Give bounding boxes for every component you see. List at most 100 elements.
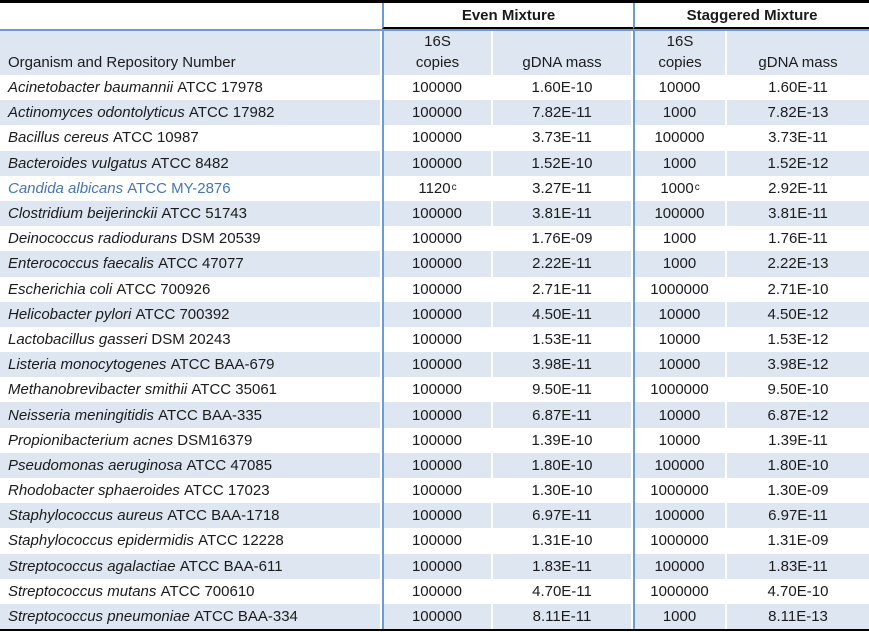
even-16s-copies-cell: 100000 (382, 503, 493, 529)
staggered-16s-copies-cell: 1000 (633, 603, 727, 630)
organism-cell: Staphylococcus epidermidis ATCC 12228 (0, 528, 382, 554)
organism-name: Enterococcus faecalis (8, 255, 154, 273)
staggered-16s-copies-cell: 1000000 (633, 276, 727, 302)
staggered-16s-copies-cell: 1000 (633, 226, 727, 252)
staggered-gdna-mass-cell: 9.50E-10 (767, 381, 829, 399)
even-16s-copies-cell: 100000 (382, 377, 493, 403)
organism-cell: Candida albicans ATCC MY-2876 (0, 175, 382, 201)
organism-cell: Lactobacillus gasseri DSM 20243 (0, 326, 382, 353)
table-row: Neisseria meningitidis ATCC BAA-335 1000… (0, 402, 869, 428)
organism-name: Bacteroides vulgatus (8, 154, 148, 172)
repository-number: ATCC MY-2876 (123, 179, 231, 197)
even-16s-copies-cell: 100000 (382, 427, 493, 453)
organism-cell: Listeria monocytogenes ATCC BAA-679 (0, 352, 382, 378)
organism-cell: Streptococcus agalactiae ATCC BAA-611 (0, 553, 382, 579)
organism-cell: Methanobrevibacter smithii ATCC 35061 (0, 377, 382, 403)
organism-cell: Rhodobacter sphaeroides ATCC 17023 (0, 478, 382, 504)
organism-name: Acinetobacter baumannii (8, 79, 174, 97)
repository-number: ATCC 8482 (147, 154, 229, 172)
staggered-gdna-mass-cell: 6.87E-12 (767, 406, 829, 424)
even-gdna-mass-cell: 1.83E-11 (493, 553, 633, 579)
organism-cell: Staphylococcus aureus ATCC BAA-1718 (0, 503, 382, 529)
staggered-gdna-mass-cell: 1.80E-10 (767, 456, 829, 474)
even-gdna-mass-cell: 8.11E-11 (493, 603, 633, 630)
staggered-16s-copies-cell: 10000 (633, 402, 727, 428)
table-row: Escherichia coli ATCC 700926 100000 2.71… (0, 276, 869, 302)
organism-cell: Neisseria meningitidis ATCC BAA-335 (0, 402, 382, 428)
table-row: Enterococcus faecalis ATCC 47077 100000 … (0, 251, 869, 277)
even-16s-copies-cell: 100000 (382, 301, 493, 327)
repository-number: DSM 20243 (147, 330, 231, 348)
even-gdna-mass-cell: 1.52E-10 (493, 150, 633, 176)
staggered-copies-label-line2: copies (658, 54, 702, 71)
repository-number: ATCC BAA-334 (189, 608, 298, 626)
table-row: Deinococcus radiodurans DSM 20539 100000… (0, 226, 869, 252)
staggered-16s-copies-cell: 1000000 (633, 478, 727, 504)
even-gdna-mass-cell: 3.98E-11 (493, 352, 633, 378)
staggered-16s-copies-cell: 1000 (633, 150, 727, 176)
staggered-gdna-mass-cell: 1.53E-12 (767, 330, 829, 348)
staggered-gdna-mass-cell: 4.50E-12 (767, 305, 829, 323)
staggered-16s-copies-cell: 10000 (633, 352, 727, 378)
table-row: Pseudomonas aeruginosa ATCC 47085 100000… (0, 452, 869, 478)
staggered-gdna-mass-cell: 3.73E-11 (768, 129, 828, 147)
even-16s-copies-cell: 100000 (382, 100, 493, 126)
repository-number: ATCC 51743 (157, 205, 247, 223)
organism-cell: Deinococcus radiodurans DSM 20539 (0, 226, 382, 252)
staggered-gdna-mass-cell: 3.81E-11 (768, 205, 828, 223)
even-16s-copies-cell: 100000 (382, 478, 493, 504)
repository-number: ATCC 700610 (156, 582, 255, 600)
header-group-staggered-mixture: Staggered Mixture (633, 3, 869, 29)
header-organism-spacer (0, 3, 382, 29)
staggered-gdna-mass-cell: 2.92E-11 (768, 179, 828, 197)
even-copies-label-line2: copies (415, 54, 460, 71)
table-row: Staphylococcus epidermidis ATCC 12228 10… (0, 528, 869, 554)
staggered-16s-copies-cell: 10000 (633, 326, 727, 353)
repository-number: ATCC BAA-679 (166, 356, 275, 374)
header-even-gdna-mass: gDNA mass (493, 31, 633, 75)
staggered-gdna-label: gDNA mass (758, 54, 838, 71)
table-row: Lactobacillus gasseri DSM 20243 100000 1… (0, 326, 869, 353)
organism-cell: Clostridium beijerinckii ATCC 51743 (0, 200, 382, 227)
table-row: Bacillus cereus ATCC 10987 100000 3.73E-… (0, 125, 869, 151)
organism-name: Actinomyces odontolyticus (8, 104, 185, 122)
organism-cell: Propionibacterium acnes DSM16379 (0, 427, 382, 453)
table-row: Rhodobacter sphaeroides ATCC 17023 10000… (0, 478, 869, 504)
repository-number: ATCC 17978 (173, 79, 263, 97)
even-gdna-mass-cell: 1.39E-10 (493, 427, 633, 453)
even-gdna-mass-cell: 6.87E-11 (493, 402, 633, 428)
even-16s-copies-cell: 100000 (382, 125, 493, 151)
staggered-gdna-mass-cell: 1.76E-11 (768, 230, 828, 248)
even-gdna-mass-cell: 1.30E-10 (493, 478, 633, 504)
table-row: Clostridium beijerinckii ATCC 51743 1000… (0, 200, 869, 227)
table-row: Actinomyces odontolyticus ATCC 17982 100… (0, 100, 869, 126)
organism-name: Clostridium beijerinckii (8, 205, 158, 223)
table-row: Streptococcus mutans ATCC 700610 100000 … (0, 578, 869, 604)
staggered-16s-copies-cell: 100000 (633, 125, 727, 151)
table-row: Listeria monocytogenes ATCC BAA-679 1000… (0, 352, 869, 378)
staggered-16s-copies-cell: 100000 (633, 553, 727, 579)
table-row: Staphylococcus aureus ATCC BAA-1718 1000… (0, 503, 869, 529)
organism-name: Lactobacillus gasseri (8, 330, 148, 348)
even-gdna-mass-cell: 7.82E-11 (493, 100, 633, 126)
staggered-16s-copies-cell: 1000000 (633, 528, 727, 554)
even-gdna-mass-cell: 4.50E-11 (493, 301, 633, 327)
organism-cell: Helicobacter pylori ATCC 700392 (0, 301, 382, 327)
even-16s-copies-cell: 100000 (382, 402, 493, 428)
even-16s-copies-cell: 100000 (382, 150, 493, 176)
organism-name: Streptococcus agalactiae (8, 557, 176, 575)
repository-number: ATCC 47085 (182, 456, 273, 474)
table-row: Streptococcus agalactiae ATCC BAA-611 10… (0, 553, 869, 579)
organism-name: Bacillus cereus (8, 129, 109, 147)
even-gdna-mass-cell: 2.71E-11 (493, 276, 633, 302)
header-even-16s-copies: 16S copies (382, 31, 493, 75)
table-header-columns: Organism and Repository Number 16S copie… (0, 29, 869, 75)
even-gdna-mass-cell: 1.80E-10 (493, 452, 633, 478)
even-16s-copies-cell: 100000 (382, 578, 493, 604)
organism-name: Rhodobacter sphaeroides (8, 482, 180, 500)
staggered-16s-copies-cell: 1000 (633, 251, 727, 277)
even-gdna-mass-cell: 1.31E-10 (493, 528, 633, 554)
even-gdna-mass-cell: 3.73E-11 (493, 125, 633, 151)
even-gdna-mass-cell: 4.70E-11 (493, 578, 633, 604)
